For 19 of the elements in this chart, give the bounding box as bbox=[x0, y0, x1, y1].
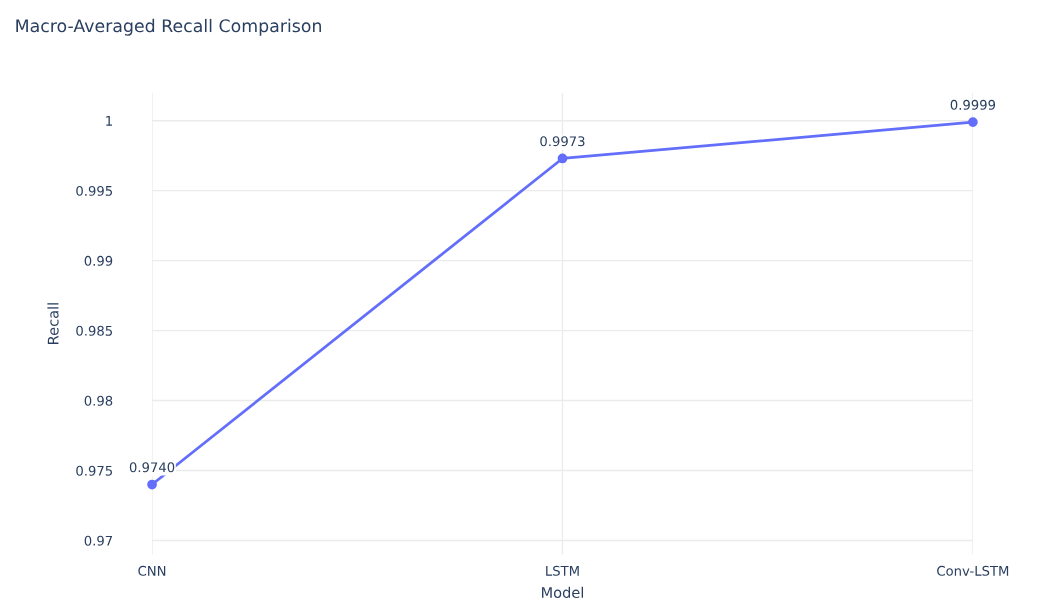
point bbox=[968, 117, 978, 127]
x-tick-label: CNN bbox=[138, 565, 166, 576]
data-label: 0.9973 bbox=[540, 136, 585, 147]
y-tick-label: 0.98 bbox=[84, 395, 113, 406]
data-label: 0.9740 bbox=[129, 462, 175, 473]
x-tick-label: Conv-LSTM bbox=[937, 565, 1009, 576]
y-tick-label: 0.985 bbox=[76, 325, 113, 336]
y-tick-label: 0.975 bbox=[76, 465, 113, 476]
y-tick-label: 0.97 bbox=[84, 535, 113, 546]
x-tick-label: LSTM bbox=[546, 565, 579, 576]
point bbox=[147, 479, 157, 490]
chart-title: Macro-Averaged Recall Comparison bbox=[16, 18, 321, 36]
point bbox=[557, 153, 568, 164]
y-tick-label: 0.995 bbox=[76, 185, 113, 196]
y-tick-label: 1 bbox=[106, 116, 112, 126]
y-tick-label: 0.99 bbox=[84, 255, 113, 266]
y-axis-title: Recall bbox=[47, 303, 59, 344]
x-axis-title: Model bbox=[542, 586, 583, 598]
data-label: 0.9999 bbox=[950, 99, 996, 110]
